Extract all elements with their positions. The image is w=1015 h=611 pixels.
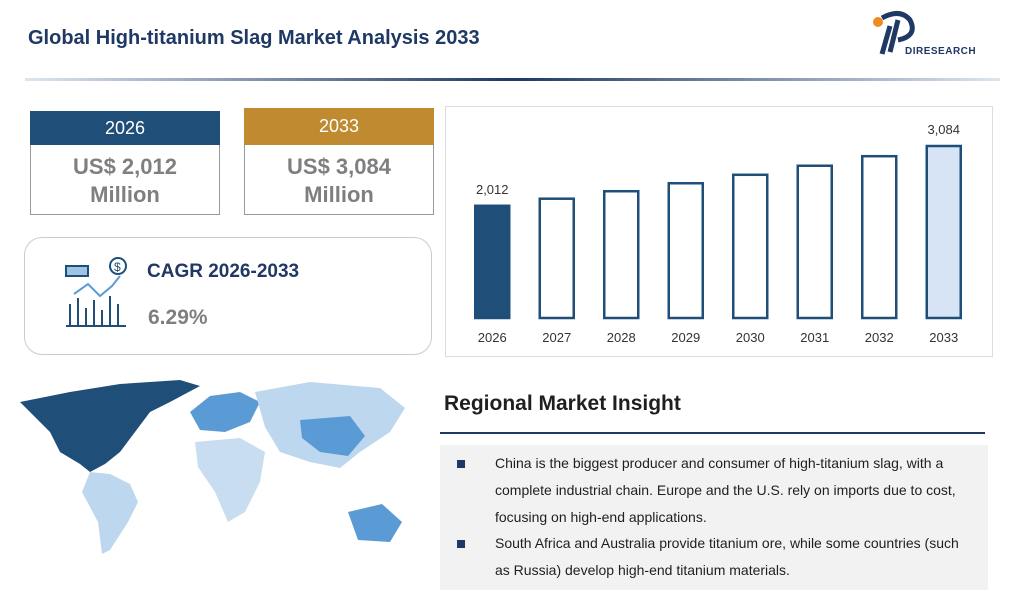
card-unit: Million <box>304 182 374 207</box>
bar <box>861 154 898 320</box>
cagr-label: CAGR 2026-2033 <box>147 261 300 282</box>
card-unit: Million <box>90 182 160 207</box>
bar <box>667 182 704 320</box>
card-year: 2033 <box>244 108 434 145</box>
x-tick-label: 2030 <box>736 330 765 345</box>
page-title: Global High-titanium Slag Market Analysi… <box>28 27 480 49</box>
insight-title: Regional Market Insight <box>444 392 681 415</box>
insight-box: China is the biggest producer and consum… <box>440 445 988 590</box>
card-2026: 2026 US$ 2,012 Million <box>30 111 220 215</box>
card-body: US$ 2,012 Million <box>30 145 220 215</box>
svg-text:$: $ <box>114 260 121 274</box>
x-tick-label: 2033 <box>929 330 958 345</box>
card-value: US$ 2,012 <box>73 154 177 179</box>
value-label: 3,084 <box>927 122 960 137</box>
card-value: US$ 3,084 <box>287 154 391 179</box>
insight-rule <box>440 432 985 434</box>
x-tick-label: 2028 <box>607 330 636 345</box>
bar <box>474 204 511 320</box>
x-tick-label: 2032 <box>865 330 894 345</box>
bar <box>925 144 962 320</box>
divider <box>25 78 1000 81</box>
card-2033: 2033 US$ 3,084 Million <box>244 108 434 215</box>
card-year: 2026 <box>30 111 220 145</box>
cagr-value: 6.29% <box>148 306 208 329</box>
card-body: US$ 3,084 Million <box>244 145 434 215</box>
x-tick-label: 2027 <box>542 330 571 345</box>
cagr-icon: $ <box>65 257 127 327</box>
x-tick-label: 2026 <box>478 330 507 345</box>
logo-text: DIRESEARCH <box>905 46 977 57</box>
bar <box>538 197 575 320</box>
logo-mark <box>873 11 915 55</box>
chart: 2026 2,012 2027 2028 2029 2030 2031 2032 2033 3,0… <box>474 122 962 345</box>
value-label: 2,012 <box>476 182 509 197</box>
insight-bullet: South Africa and Australia provide titan… <box>457 530 977 584</box>
bar <box>603 189 640 320</box>
cagr-box <box>24 237 432 355</box>
bar <box>732 173 769 320</box>
bar <box>796 164 833 320</box>
x-tick-label: 2029 <box>671 330 700 345</box>
insight-bullet: China is the biggest producer and consum… <box>457 450 977 531</box>
chart-panel <box>445 106 993 357</box>
world-map <box>20 380 405 554</box>
x-tick-label: 2031 <box>800 330 829 345</box>
